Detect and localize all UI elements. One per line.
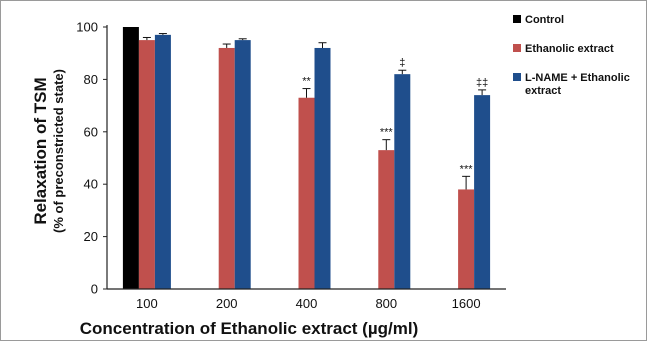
y-tick-label: 80 (84, 72, 98, 87)
significance-label: ‡ (399, 57, 405, 69)
x-axis-title: Concentration of Ethanolic extract (µg/m… (80, 319, 419, 338)
y-tick-label: 40 (84, 177, 98, 192)
bar (394, 74, 411, 289)
bar (298, 97, 315, 290)
bars: *****‡***‡‡ (122, 27, 491, 290)
x-tick-label: 400 (296, 296, 318, 311)
y-tick-label: 20 (84, 229, 98, 244)
y-tick-label: 100 (76, 20, 98, 35)
legend-label: L-NAME + Ethanolic (525, 72, 630, 84)
legend-swatch (513, 44, 521, 52)
bar (138, 40, 155, 289)
significance-label: ** (302, 76, 311, 88)
legend-swatch (513, 73, 521, 81)
significance-label: *** (460, 163, 474, 175)
legend-label: Control (525, 14, 564, 26)
x-tick-label: 200 (216, 296, 238, 311)
x-tick-label: 100 (136, 296, 158, 311)
y-tick-label: 0 (91, 282, 98, 297)
bar (458, 189, 475, 289)
bar (122, 27, 139, 289)
y-axis-title: Relaxation of TSM (31, 77, 50, 224)
bar (154, 34, 171, 289)
legend-label: Ethanolic extract (525, 43, 614, 55)
bar (474, 95, 491, 290)
legend-swatch (513, 15, 521, 23)
x-axis-ticks: 100 200 400 800 1600 (136, 296, 481, 311)
x-tick-label: 1600 (452, 296, 481, 311)
bar (234, 40, 251, 289)
y-axis-ticks: 0 20 40 60 80 100 (76, 20, 107, 297)
y-axis-subtitle: (% of preconstricted state) (51, 69, 66, 233)
axes (106, 25, 506, 290)
bar (314, 47, 331, 290)
significance-label: ‡‡ (476, 77, 488, 89)
y-tick-label: 60 (84, 124, 98, 139)
x-tick-label: 800 (375, 296, 397, 311)
legend: Control Ethanolic extract L-NAME + Ethanol… (513, 14, 630, 97)
bar (218, 47, 235, 290)
significance-label: *** (380, 127, 394, 139)
bar (378, 150, 395, 289)
legend-label: extract (525, 85, 561, 97)
